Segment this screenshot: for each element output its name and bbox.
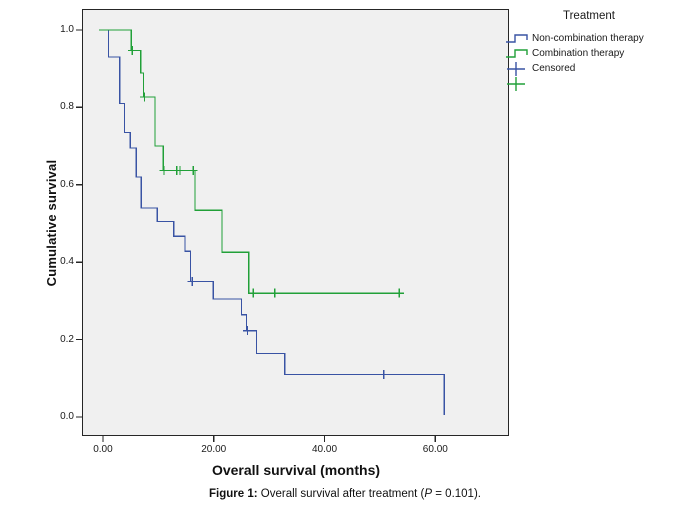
legend-label: Combination therapy [532,48,625,59]
legend-title: Treatment [563,10,615,22]
legend-item-combination: Combination therapy [505,46,685,61]
figure-caption: Figure 1: Overall survival after treatme… [0,488,690,500]
x-tick-label: 40.00 [312,444,338,455]
legend-item-censored-green [505,76,685,91]
x-axis-title: Overall survival (months) [211,462,381,478]
caption-figure-label: Figure 1: [209,488,258,500]
y-tick-label: 0.2 [60,333,74,345]
legend-label: Non-combination therapy [532,33,644,44]
y-tick-label: 0.8 [60,101,74,113]
x-tick-label: 0.00 [93,444,113,455]
caption-text: Overall survival after treatment ( [257,488,425,500]
x-tick-label: 60.00 [422,444,448,455]
legend-item-non-combination: Non-combination therapy [505,31,685,46]
y-tick-label: 0.4 [60,256,74,268]
caption-p-symbol: P [424,488,433,500]
plot-area [82,9,509,436]
caption-text: = 0.101). [432,488,481,500]
legend-item-censored-blue: Censored [505,61,685,76]
x-tick-label: 20.00 [201,444,227,455]
y-tick-label: 0.6 [60,178,74,190]
step-line-icon [506,49,528,58]
y-axis-title: Cumulative survival [44,159,59,287]
legend: Treatment Non-combination therapy Combin… [505,10,685,91]
y-tick-label: 0.0 [60,411,74,423]
plus-cross-icon [507,62,525,76]
legend-label: Censored [532,63,576,74]
plus-cross-icon [507,77,525,91]
y-tick-label: 1.0 [60,23,74,35]
step-line-icon [506,34,528,43]
